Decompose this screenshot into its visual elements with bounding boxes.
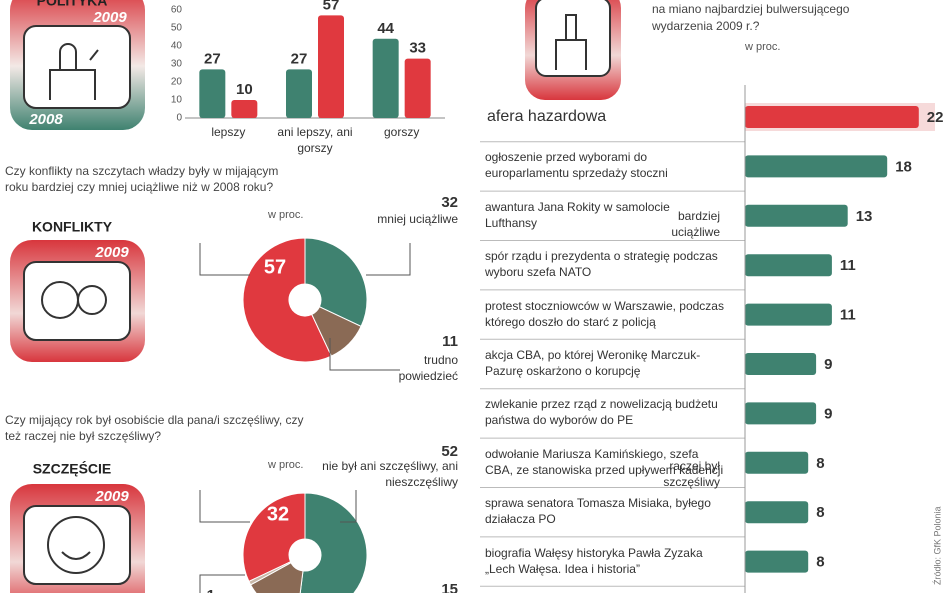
slice bbox=[311, 306, 362, 357]
bar bbox=[372, 38, 399, 118]
bar bbox=[745, 303, 832, 326]
badge-scandal bbox=[525, 0, 621, 100]
category-label: zwlekanie przez rząd z nowelizacją budże… bbox=[485, 397, 718, 428]
value-label: 32 bbox=[267, 503, 289, 525]
y-tick-label: 40 bbox=[171, 41, 183, 52]
badge-year: 2008 bbox=[28, 111, 63, 128]
unit-label: w proc. bbox=[744, 41, 780, 53]
badge-title: POLITYKA bbox=[37, 0, 108, 9]
badge-year: 2009 bbox=[94, 488, 129, 505]
question: Czy mijający rok był osobiście dla pana/… bbox=[5, 413, 304, 443]
y-tick-label: 60 bbox=[171, 5, 183, 16]
value-label: 8 bbox=[816, 455, 824, 472]
badge-politics: POLITYKA 2009 2008 bbox=[10, 0, 145, 130]
category-label: afera hazardowa bbox=[487, 108, 607, 125]
category-label: protest stoczniowców w Warszawie, podcza… bbox=[485, 298, 724, 329]
y-tick-label: 10 bbox=[171, 95, 183, 106]
leader-line bbox=[199, 243, 250, 276]
unit-label: w proc. bbox=[267, 209, 303, 221]
value-label: 57 bbox=[264, 256, 286, 278]
value-label: 57 bbox=[323, 0, 340, 13]
slice-label: trudno powiedzieć bbox=[398, 353, 458, 383]
leader-line bbox=[329, 338, 400, 371]
bar bbox=[745, 353, 817, 375]
bar bbox=[745, 550, 809, 573]
leader-line bbox=[340, 490, 357, 523]
bar bbox=[286, 69, 312, 118]
slice bbox=[242, 237, 333, 363]
slice-label: raczej był szczęśliwy bbox=[663, 459, 720, 489]
badge-happiness: SZCZĘŚCIE 2009 bbox=[10, 460, 145, 593]
category-label: awantura Jana Rokity w samolocie Lufthan… bbox=[485, 199, 670, 230]
source: Źródło: GfK Polonia bbox=[932, 506, 942, 585]
value-label: 9 bbox=[824, 356, 832, 373]
value-label: 8 bbox=[816, 554, 824, 571]
bar bbox=[745, 402, 817, 425]
badge-title: KONFLIKTY bbox=[32, 219, 113, 235]
category-label: biografia Wałęsy historyka Pawła Zyzaka … bbox=[485, 545, 703, 576]
bar bbox=[404, 58, 431, 118]
slice bbox=[248, 561, 292, 586]
category-label: odwołanie Mariusza Kamińskiego, szefa CB… bbox=[485, 446, 724, 477]
value-label: 32 bbox=[441, 194, 458, 211]
bar bbox=[199, 69, 226, 118]
value-label: 11 bbox=[840, 307, 856, 324]
bar bbox=[231, 100, 258, 118]
chart-title: wydarzenia 2009 r.? bbox=[651, 19, 760, 33]
value-label: 27 bbox=[291, 50, 308, 67]
value-label: 10 bbox=[236, 81, 253, 98]
value-label: 11 bbox=[442, 333, 458, 350]
y-tick-label: 0 bbox=[176, 113, 182, 124]
value-label: 13 bbox=[856, 208, 873, 225]
slice bbox=[304, 237, 368, 328]
x-tick-label: gorszy bbox=[383, 125, 420, 139]
value-label: 8 bbox=[816, 504, 824, 521]
y-tick-label: 50 bbox=[171, 23, 183, 34]
category-label: spór rządu i prezydenta o strategię podc… bbox=[485, 249, 718, 280]
slice bbox=[299, 492, 368, 593]
leader-line bbox=[199, 490, 250, 523]
bar bbox=[745, 501, 809, 524]
badge-conflicts: KONFLIKTY 2009 bbox=[10, 219, 145, 362]
y-tick-label: 30 bbox=[171, 59, 183, 70]
bar bbox=[745, 106, 919, 128]
value-label: 1 bbox=[207, 587, 215, 593]
x-tick-label: ani lepszy, ani gorszy bbox=[277, 125, 353, 155]
slice-label: bardziej uciążliwe bbox=[671, 209, 720, 239]
badge-year: 2009 bbox=[92, 9, 127, 26]
value-label: 15 bbox=[441, 581, 458, 593]
question: Czy konflikty na szczytach władzy były w… bbox=[5, 164, 279, 194]
bar bbox=[745, 204, 848, 227]
bar bbox=[745, 254, 832, 277]
bar bbox=[745, 451, 809, 474]
badge-year: 2009 bbox=[94, 244, 129, 261]
value-label: 11 bbox=[840, 257, 856, 274]
leader-line bbox=[199, 574, 245, 593]
bar bbox=[745, 155, 888, 178]
value-label: 27 bbox=[204, 50, 221, 67]
bar bbox=[318, 15, 344, 118]
value-label: 9 bbox=[824, 405, 832, 422]
x-tick-label: lepszy bbox=[211, 125, 246, 139]
slice-label: mniej uciążliwe bbox=[377, 212, 458, 226]
value-label: 22 bbox=[927, 109, 944, 126]
slice-label: nie był ani szczęśliwy, ani nieszczęśliw… bbox=[322, 459, 458, 489]
chart-title: na miano najbardziej bulwersującego bbox=[652, 2, 850, 16]
value-label: 52 bbox=[441, 443, 458, 460]
value-label: 44 bbox=[377, 20, 394, 37]
slice bbox=[242, 492, 306, 583]
value-label: 33 bbox=[409, 40, 426, 57]
badge-title: SZCZĘŚCIE bbox=[33, 460, 112, 477]
value-label: 18 bbox=[895, 158, 912, 175]
category-label: sprawa senatora Tomasza Misiaka, byłego … bbox=[485, 496, 711, 527]
category-label: akcja CBA, po której Weronikę Marczuk-Pa… bbox=[485, 348, 701, 378]
category-label: ogłoszenie przed wyborami do europarlame… bbox=[485, 150, 668, 181]
leader-line bbox=[366, 243, 411, 276]
unit-label: w proc. bbox=[267, 459, 303, 471]
y-tick-label: 20 bbox=[171, 77, 183, 88]
